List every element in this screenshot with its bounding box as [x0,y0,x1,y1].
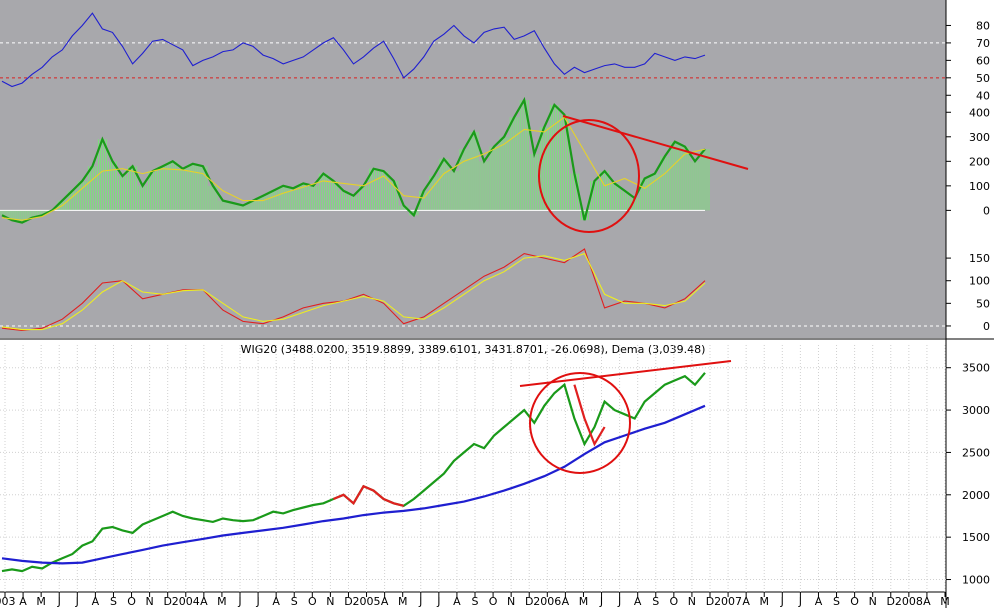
x-tick-label: A [634,595,642,608]
ticks-layer: 40 50 60 70 80 0 100 200 300 400 0 50 100 150 1000 1500… [0,19,990,608]
x-tick-label: J [780,595,784,608]
y-tick-label: 50 [976,297,990,310]
upper-panel-bg [0,0,946,338]
y-tick-label: 1500 [962,531,990,544]
x-tick-label: N [326,595,334,608]
x-tick-label: S [472,595,479,608]
series-line-price-3 [1,404,706,565]
x-tick-label: O [127,595,136,608]
y-tick-label: 70 [976,37,990,50]
y-tick-label: 50 [976,72,990,85]
x-tick-label: N [507,595,515,608]
y-tick-label: 0 [983,320,990,333]
x-tick-label: D [344,595,352,608]
y-tick-label: 40 [976,89,990,102]
y-tick-label: 80 [976,19,990,32]
x-tick-label: A [815,595,823,608]
x-tick-label: A [200,595,208,608]
x-tick-label: A [19,595,27,608]
x-tick-label: N [688,595,696,608]
series-line-oscillator-0 [1,248,706,332]
series-line-rsi-0 [1,12,706,88]
x-tick-label: D [525,595,533,608]
x-tick-label: M [759,595,769,608]
x-tick-label: J [436,595,440,608]
x-tick-label: J [418,595,422,608]
y-tick-label: 1000 [962,574,990,587]
x-tick-label: D [163,595,171,608]
series-line-price-1 [332,484,404,507]
marks-layer [0,12,710,573]
x-tick-label: A [92,595,100,608]
x-tick-label: M [940,595,950,608]
x-tick-label: J [255,595,259,608]
x-tick-label: O [489,595,498,608]
x-tick-label: A [742,595,750,608]
x-tick-label: A [381,595,389,608]
x-tick-label: J [617,595,621,608]
x-tick-label: O [308,595,317,608]
x-tick-label: 2004 [172,595,200,608]
x-tick-label: N [145,595,153,608]
annotation-trendline [519,360,732,387]
y-tick-label: 400 [969,106,990,119]
x-tick-label: D [887,595,895,608]
y-tick-label: 200 [969,155,990,168]
y-tick-label: 60 [976,54,990,67]
x-tick-label: 2005 [353,595,381,608]
y-tick-label: 3500 [962,362,990,375]
x-tick-label: O [850,595,859,608]
annotations-layer [519,115,749,474]
price-panel-bg [0,340,946,592]
x-tick-label: J [798,595,802,608]
x-tick-label: D [706,595,714,608]
x-tick-label: 2006 [533,595,561,608]
y-tick-label: 300 [969,131,990,144]
x-tick-label: 2008 [895,595,923,608]
series-line-oscillator-1 [1,252,706,331]
annotation-circle [538,119,640,233]
y-tick-label: 2500 [962,446,990,459]
x-tick-label: S [652,595,659,608]
y-tick-label: 150 [969,252,990,265]
annotation-trendline [562,115,749,170]
annotation-circle [529,372,631,474]
x-tick-label: M [398,595,408,608]
y-tick-label: 0 [983,204,990,217]
series-line-price-2 [573,384,606,447]
x-tick-label: S [833,595,840,608]
x-tick-label: A [923,595,931,608]
series-line-histogram-1 [1,116,706,221]
x-tick-label: J [57,595,61,608]
y-tick-label: 100 [969,180,990,193]
x-tick-label: S [110,595,117,608]
x-tick-label: M [579,595,589,608]
grid-layer [0,345,946,592]
x-tick-label: J [237,595,241,608]
x-tick-label: A [562,595,570,608]
x-tick-label: S [291,595,298,608]
series-line-histogram-0 [1,96,706,224]
reference-lines-layer [0,42,946,327]
x-tick-label: M [217,595,227,608]
x-tick-label: A [272,595,280,608]
x-tick-label: M [36,595,46,608]
x-tick-label: O [670,595,679,608]
x-tick-label: A [453,595,461,608]
x-tick-label: 003 [0,595,16,608]
price-title: WIG20 (3488.0200, 3519.8899, 3389.6101, … [241,343,706,356]
x-tick-label: J [599,595,603,608]
x-tick-label: N [869,595,877,608]
x-tick-label: J [75,595,79,608]
y-tick-label: 100 [969,275,990,288]
y-tick-label: 2000 [962,489,990,502]
y-tick-label: 3000 [962,404,990,417]
x-tick-label: 2007 [714,595,742,608]
